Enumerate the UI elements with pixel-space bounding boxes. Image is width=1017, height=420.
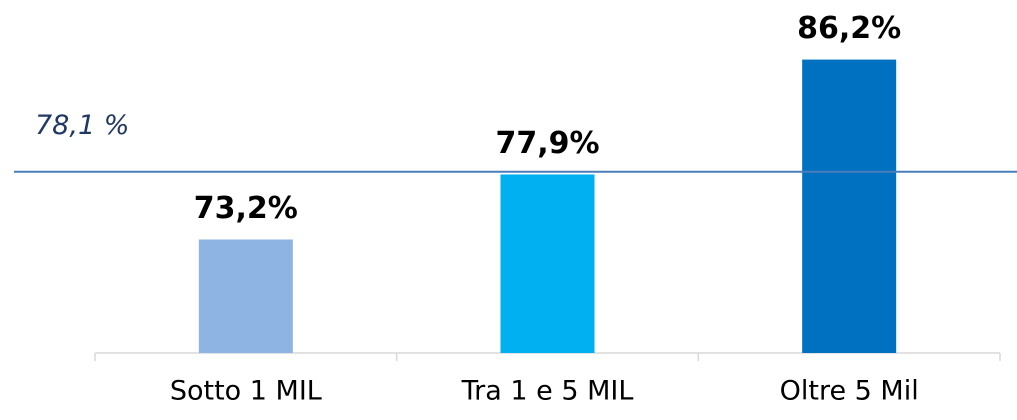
bar [198,239,293,353]
bar [802,59,897,353]
bar [500,174,595,353]
x-tick-label: Tra 1 e 5 MIL [461,376,634,407]
data-label: 86,2% [797,11,901,46]
data-label: 77,9% [495,126,599,161]
data-label: 73,2% [194,191,298,226]
x-tick-label: Oltre 5 Mil [780,376,919,407]
reference-label: 78,1 % [35,110,129,141]
x-tick-label: Sotto 1 MIL [170,376,322,407]
